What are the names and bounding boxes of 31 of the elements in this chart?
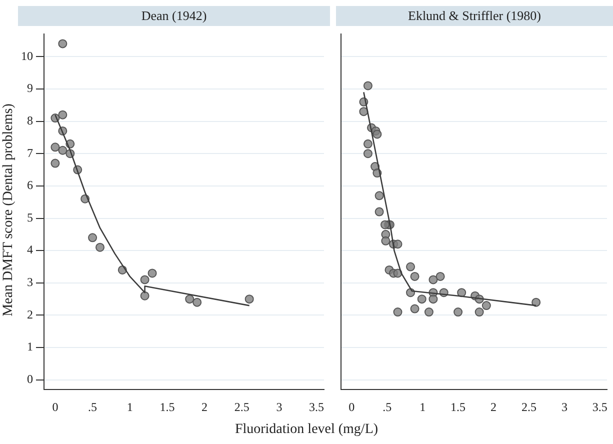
y-tick-label: 8 (27, 113, 33, 128)
y-tick-label: 2 (27, 307, 33, 322)
x-tick-label: 3.5 (592, 400, 608, 414)
x-tick-label: 1.5 (450, 400, 466, 414)
x-tick-label: 2.5 (521, 400, 536, 414)
x-axis-title: Fluoridation level (mg/L) (234, 422, 380, 438)
y-tick-label: 3 (27, 275, 33, 290)
x-tick-label: 2.5 (234, 400, 250, 414)
x-tick-label: 1 (420, 400, 426, 414)
x-tick-label: 1 (126, 400, 133, 414)
x-tick-label: 0 (52, 400, 58, 414)
y-tick-label: 7 (27, 146, 33, 160)
y-tick-label: 10 (21, 48, 33, 63)
chart-title: Eklund & Striffler (1980) (336, 6, 613, 26)
y-tick-label: 0 (27, 372, 33, 386)
y-tick-label: 9 (27, 81, 33, 96)
x-tick-label: .5 (88, 400, 98, 414)
y-tick-label: 5 (27, 210, 33, 224)
x-tick-label: 3 (276, 400, 282, 414)
x-tick-label: 3 (561, 400, 568, 414)
x-tick-label: 3.5 (309, 400, 324, 414)
x-tick-label: .5 (382, 400, 392, 414)
x-tick-label: 2 (490, 400, 497, 414)
chart-title: Dean (1942) (18, 6, 330, 26)
y-axis-title: Mean DMFT score (Dental problems) (1, 104, 17, 316)
y-tick-label: 6 (27, 178, 33, 192)
x-tick-label: 0 (348, 400, 355, 414)
x-tick-label: 1.5 (160, 400, 175, 414)
y-tick-label: 1 (27, 340, 33, 354)
y-tick-label: 4 (27, 242, 33, 257)
x-tick-label: 2 (202, 400, 208, 414)
